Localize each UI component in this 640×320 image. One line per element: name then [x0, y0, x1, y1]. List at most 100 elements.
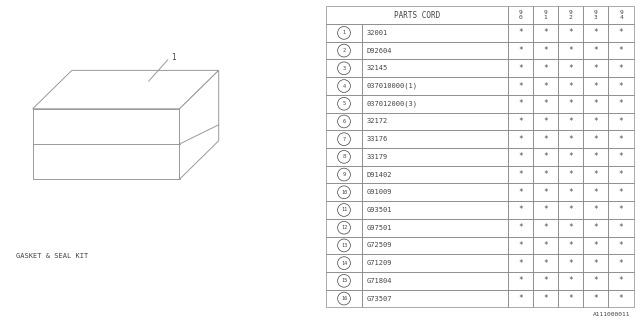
- Text: *: *: [543, 64, 548, 73]
- Text: *: *: [619, 170, 623, 179]
- Text: *: *: [568, 170, 573, 179]
- Bar: [609, 254, 634, 272]
- Bar: [326, 6, 508, 24]
- Bar: [362, 113, 508, 130]
- Polygon shape: [33, 70, 219, 109]
- Bar: [508, 6, 533, 24]
- Text: *: *: [543, 152, 548, 161]
- Text: *: *: [568, 241, 573, 250]
- Bar: [533, 272, 558, 290]
- Bar: [326, 254, 362, 272]
- Bar: [533, 219, 558, 236]
- Text: *: *: [568, 223, 573, 232]
- Text: *: *: [518, 135, 523, 144]
- Text: G71209: G71209: [366, 260, 392, 266]
- Bar: [362, 272, 508, 290]
- Text: *: *: [543, 117, 548, 126]
- Bar: [609, 6, 634, 24]
- Text: D91402: D91402: [366, 172, 392, 178]
- Text: *: *: [568, 64, 573, 73]
- Text: *: *: [543, 82, 548, 91]
- Bar: [533, 166, 558, 183]
- Text: *: *: [518, 259, 523, 268]
- Bar: [558, 219, 583, 236]
- Bar: [609, 130, 634, 148]
- Text: *: *: [568, 28, 573, 37]
- Text: 9
1: 9 1: [543, 10, 547, 20]
- Bar: [533, 201, 558, 219]
- Text: *: *: [543, 205, 548, 214]
- Bar: [558, 201, 583, 219]
- Bar: [609, 24, 634, 42]
- Bar: [326, 77, 362, 95]
- Text: *: *: [619, 135, 623, 144]
- Bar: [609, 272, 634, 290]
- Text: *: *: [619, 99, 623, 108]
- Text: *: *: [619, 294, 623, 303]
- Bar: [583, 24, 609, 42]
- Text: *: *: [518, 117, 523, 126]
- Text: 12: 12: [341, 225, 347, 230]
- Text: *: *: [593, 82, 598, 91]
- Text: 6: 6: [342, 119, 346, 124]
- Bar: [362, 148, 508, 166]
- Text: *: *: [593, 276, 598, 285]
- Polygon shape: [179, 70, 219, 179]
- Text: *: *: [593, 64, 598, 73]
- Text: *: *: [593, 223, 598, 232]
- Bar: [362, 166, 508, 183]
- Bar: [609, 236, 634, 254]
- Text: 9: 9: [342, 172, 346, 177]
- Text: *: *: [619, 152, 623, 161]
- Text: *: *: [593, 152, 598, 161]
- Text: A111000011: A111000011: [593, 312, 630, 317]
- Text: *: *: [543, 170, 548, 179]
- Text: D92604: D92604: [366, 48, 392, 54]
- Bar: [583, 95, 609, 113]
- Text: *: *: [518, 28, 523, 37]
- Text: *: *: [568, 294, 573, 303]
- Bar: [508, 95, 533, 113]
- Bar: [533, 290, 558, 308]
- Text: *: *: [593, 170, 598, 179]
- Bar: [508, 113, 533, 130]
- Bar: [362, 24, 508, 42]
- Bar: [533, 24, 558, 42]
- Bar: [508, 254, 533, 272]
- Bar: [326, 290, 362, 308]
- Bar: [558, 183, 583, 201]
- Text: 9
0: 9 0: [518, 10, 522, 20]
- Bar: [558, 148, 583, 166]
- Text: *: *: [543, 188, 548, 197]
- Text: *: *: [568, 117, 573, 126]
- Text: *: *: [593, 117, 598, 126]
- Text: 9
3: 9 3: [594, 10, 598, 20]
- Text: *: *: [593, 135, 598, 144]
- Text: *: *: [518, 276, 523, 285]
- Text: *: *: [619, 205, 623, 214]
- Text: 1: 1: [172, 53, 176, 62]
- Bar: [326, 95, 362, 113]
- Bar: [326, 42, 362, 60]
- Text: *: *: [518, 46, 523, 55]
- Text: *: *: [518, 188, 523, 197]
- Bar: [362, 77, 508, 95]
- Text: *: *: [518, 294, 523, 303]
- Text: 33179: 33179: [366, 154, 388, 160]
- Text: *: *: [568, 82, 573, 91]
- Bar: [326, 130, 362, 148]
- Text: 32001: 32001: [366, 30, 388, 36]
- Bar: [558, 166, 583, 183]
- Text: G91009: G91009: [366, 189, 392, 195]
- Bar: [583, 183, 609, 201]
- Text: *: *: [619, 46, 623, 55]
- Bar: [508, 24, 533, 42]
- Text: *: *: [593, 259, 598, 268]
- Text: *: *: [568, 99, 573, 108]
- Text: *: *: [518, 241, 523, 250]
- Bar: [533, 95, 558, 113]
- Bar: [558, 77, 583, 95]
- Bar: [326, 219, 362, 236]
- Bar: [583, 236, 609, 254]
- Text: 32145: 32145: [366, 65, 388, 71]
